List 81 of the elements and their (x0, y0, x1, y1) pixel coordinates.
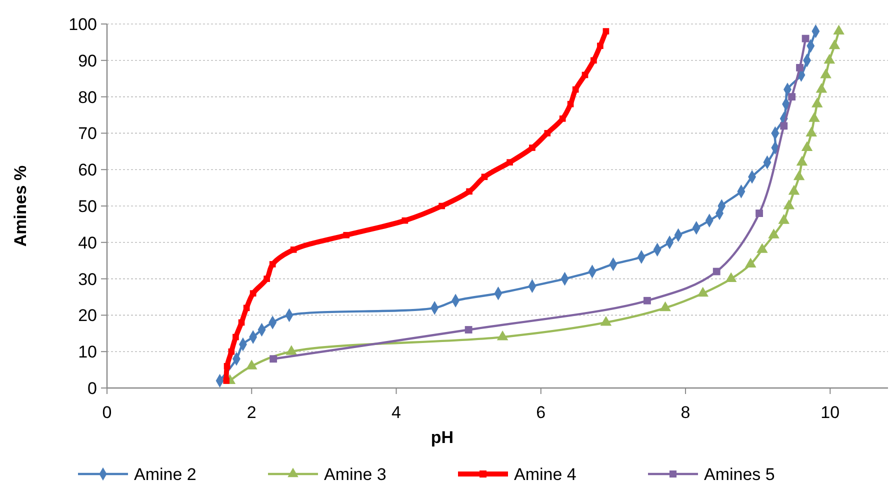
point (544, 130, 551, 136)
point (725, 272, 737, 282)
point (243, 304, 250, 312)
x-tick-label: 4 (392, 403, 401, 422)
y-tick-label: 80 (78, 88, 97, 107)
point (744, 258, 756, 268)
y-tick-label: 20 (78, 306, 97, 326)
point (801, 141, 813, 152)
y-tick-label: 70 (78, 124, 97, 144)
point (466, 188, 472, 195)
y-tick-label: 100 (68, 14, 97, 34)
point (228, 348, 235, 355)
point (602, 28, 610, 34)
point (600, 316, 612, 326)
point (232, 334, 239, 340)
point (506, 159, 513, 166)
point (250, 290, 256, 297)
point (780, 122, 788, 130)
point (712, 268, 720, 276)
point (597, 42, 604, 50)
y-tick-label: 50 (78, 196, 97, 216)
y-tick-label: 0 (88, 378, 97, 398)
point (660, 301, 671, 312)
point (796, 156, 808, 166)
x-tick-label: 0 (102, 403, 112, 422)
point (238, 319, 245, 326)
point (643, 296, 651, 304)
point (343, 232, 350, 238)
point (496, 330, 508, 340)
point (264, 276, 270, 282)
point (481, 174, 488, 180)
point (290, 246, 297, 253)
point (269, 261, 276, 268)
x-tick-label: 10 (820, 403, 840, 422)
point (820, 68, 832, 78)
point (246, 360, 258, 370)
point (768, 228, 780, 238)
point (438, 202, 445, 210)
point (788, 93, 796, 101)
y-axis-title: Amines % (11, 165, 30, 247)
point (697, 286, 709, 297)
point (824, 54, 836, 64)
point (796, 64, 804, 72)
point (286, 345, 298, 355)
y-tick-label: 40 (78, 233, 97, 252)
y-tick-label: 90 (78, 51, 97, 70)
point (811, 98, 823, 108)
legend-label: Amine 3 (324, 464, 386, 484)
x-axis-title: pH (430, 428, 454, 447)
x-tick-label: 2 (246, 403, 256, 422)
y-tick-label: 60 (78, 160, 97, 180)
point (788, 184, 800, 195)
legend-label: Amine 2 (134, 464, 196, 484)
point (806, 126, 817, 136)
point (270, 355, 278, 363)
x-tick-label: 8 (680, 403, 690, 422)
point (559, 115, 566, 122)
legend-label: Amine 4 (514, 464, 576, 484)
point (756, 243, 768, 253)
point (582, 72, 588, 78)
point (793, 170, 805, 180)
point (529, 144, 536, 151)
point (567, 100, 574, 108)
point (808, 112, 820, 122)
point (828, 39, 840, 50)
point (816, 83, 828, 93)
point (833, 24, 844, 35)
point (224, 363, 230, 370)
y-tick-label: 10 (78, 342, 97, 362)
point (572, 86, 579, 93)
point (756, 210, 763, 217)
legend-label: Amines 5 (704, 464, 775, 484)
point (783, 199, 795, 210)
point (223, 378, 230, 384)
point (590, 57, 597, 64)
point (464, 326, 472, 334)
y-tick-label: 30 (78, 270, 97, 289)
point (802, 34, 810, 42)
x-tick-label: 6 (536, 403, 546, 422)
point (402, 217, 408, 224)
point (778, 214, 790, 224)
